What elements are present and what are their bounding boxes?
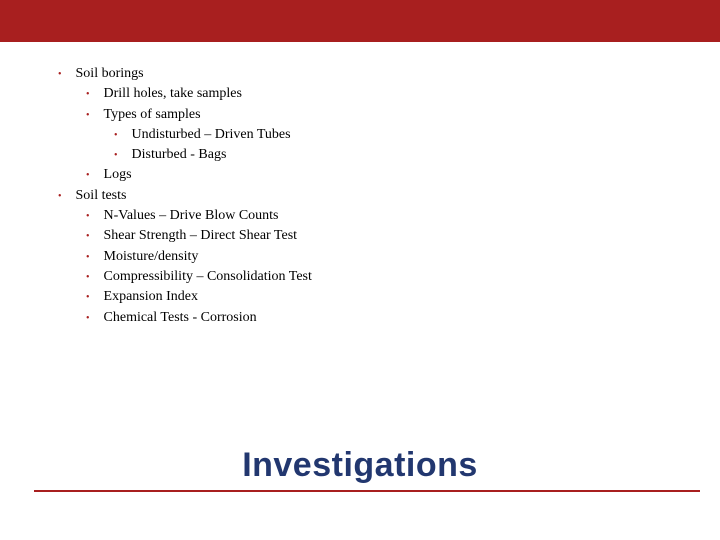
bullet-icon: •	[58, 188, 62, 206]
bullet-text: Disturbed - Bags	[132, 145, 670, 165]
bullet-text: Shear Strength – Direct Shear Test	[104, 226, 670, 246]
title-underline	[34, 490, 700, 492]
list-item: • Soil borings	[58, 64, 670, 84]
slide-content: • Soil borings • Drill holes, take sampl…	[0, 42, 720, 328]
bullet-text: Soil tests	[76, 186, 670, 206]
bullet-icon: •	[86, 167, 90, 185]
bullet-icon: •	[86, 228, 90, 246]
bullet-icon: •	[86, 269, 90, 287]
bullet-text: Compressibility – Consolidation Test	[104, 267, 670, 287]
bullet-text: Types of samples	[104, 105, 670, 125]
bullet-icon: •	[86, 208, 90, 226]
bullet-icon: •	[86, 86, 90, 104]
list-item: • Disturbed - Bags	[58, 145, 670, 165]
bullet-text: Chemical Tests - Corrosion	[104, 308, 670, 328]
list-item: • Types of samples	[58, 105, 670, 125]
bullet-icon: •	[114, 127, 118, 145]
bullet-text: Drill holes, take samples	[104, 84, 670, 104]
list-item: • N-Values – Drive Blow Counts	[58, 206, 670, 226]
list-item: • Drill holes, take samples	[58, 84, 670, 104]
bullet-text: Soil borings	[76, 64, 670, 84]
list-item: • Expansion Index	[58, 287, 670, 307]
bullet-list: • Soil borings • Drill holes, take sampl…	[58, 64, 670, 328]
list-item: • Soil tests	[58, 186, 670, 206]
bullet-icon: •	[114, 147, 118, 165]
bullet-text: N-Values – Drive Blow Counts	[104, 206, 670, 226]
page-title: Investigations	[0, 446, 720, 485]
title-area: Investigations	[0, 446, 720, 485]
header-bar	[0, 0, 720, 42]
list-item: • Compressibility – Consolidation Test	[58, 267, 670, 287]
bullet-icon: •	[86, 310, 90, 328]
bullet-text: Undisturbed – Driven Tubes	[132, 125, 670, 145]
bullet-text: Moisture/density	[104, 247, 670, 267]
list-item: • Moisture/density	[58, 247, 670, 267]
list-item: • Shear Strength – Direct Shear Test	[58, 226, 670, 246]
list-item: • Undisturbed – Driven Tubes	[58, 125, 670, 145]
bullet-icon: •	[86, 107, 90, 125]
bullet-icon: •	[86, 289, 90, 307]
list-item: • Logs	[58, 165, 670, 185]
bullet-text: Logs	[104, 165, 670, 185]
bullet-text: Expansion Index	[104, 287, 670, 307]
bullet-icon: •	[86, 249, 90, 267]
bullet-icon: •	[58, 66, 62, 84]
list-item: • Chemical Tests - Corrosion	[58, 308, 670, 328]
